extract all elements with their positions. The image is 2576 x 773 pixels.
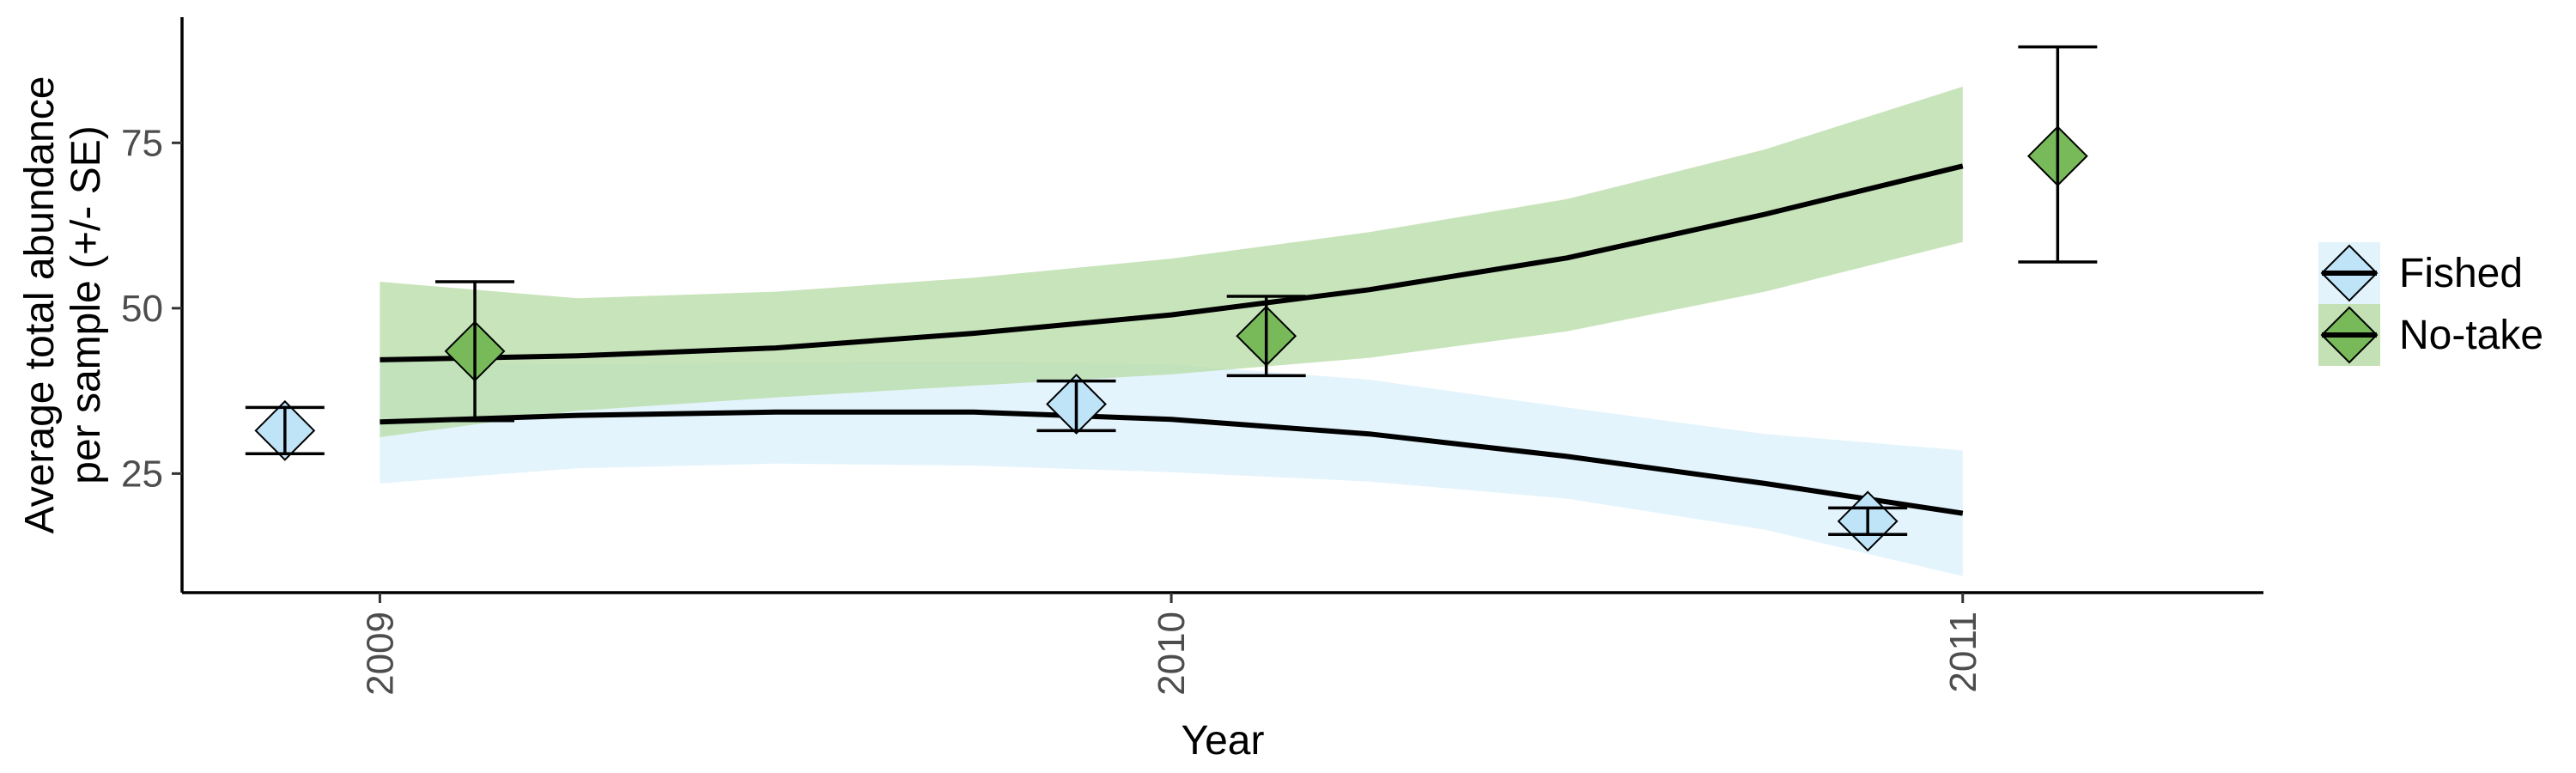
y-axis-title-line: Average total abundance — [17, 76, 63, 534]
x-tick-label: 2011 — [1942, 612, 1984, 693]
point-no-take-1 — [435, 280, 515, 423]
legend-item-no-take: No-take — [2318, 304, 2543, 366]
y-tick-label: 50 — [121, 288, 163, 330]
point-fished-2 — [1036, 374, 1116, 435]
y-axis-title: Average total abundanceper sample (+/- S… — [17, 76, 109, 534]
x-axis-title: Year — [1182, 718, 1265, 764]
legend: Fished No-take — [2318, 242, 2543, 366]
data-points — [245, 45, 2098, 552]
legend-item-fished: Fished — [2318, 242, 2523, 304]
axes: 25 50 75 2009 2010 2011 — [121, 17, 2263, 696]
fit-line-no-take — [380, 163, 1964, 362]
confidence-bands — [380, 86, 1963, 576]
y-tick-label: 25 — [121, 453, 163, 495]
fit-lines — [380, 163, 1964, 516]
legend-label: Fished — [2399, 251, 2523, 296]
point-no-take-2 — [1226, 295, 1306, 378]
point-no-take-3 — [2018, 45, 2098, 264]
y-axis-title-line: per sample (+/- SE) — [64, 125, 109, 484]
point-fished-1 — [245, 399, 325, 461]
band-fished — [380, 361, 1963, 576]
fit-line-fished — [380, 409, 1964, 516]
x-tick-label: 2010 — [1151, 612, 1193, 696]
point-fished-3 — [1828, 490, 1908, 552]
legend-label: No-take — [2399, 313, 2543, 358]
x-tick-label: 2009 — [359, 612, 401, 696]
y-tick-label: 75 — [121, 122, 163, 164]
